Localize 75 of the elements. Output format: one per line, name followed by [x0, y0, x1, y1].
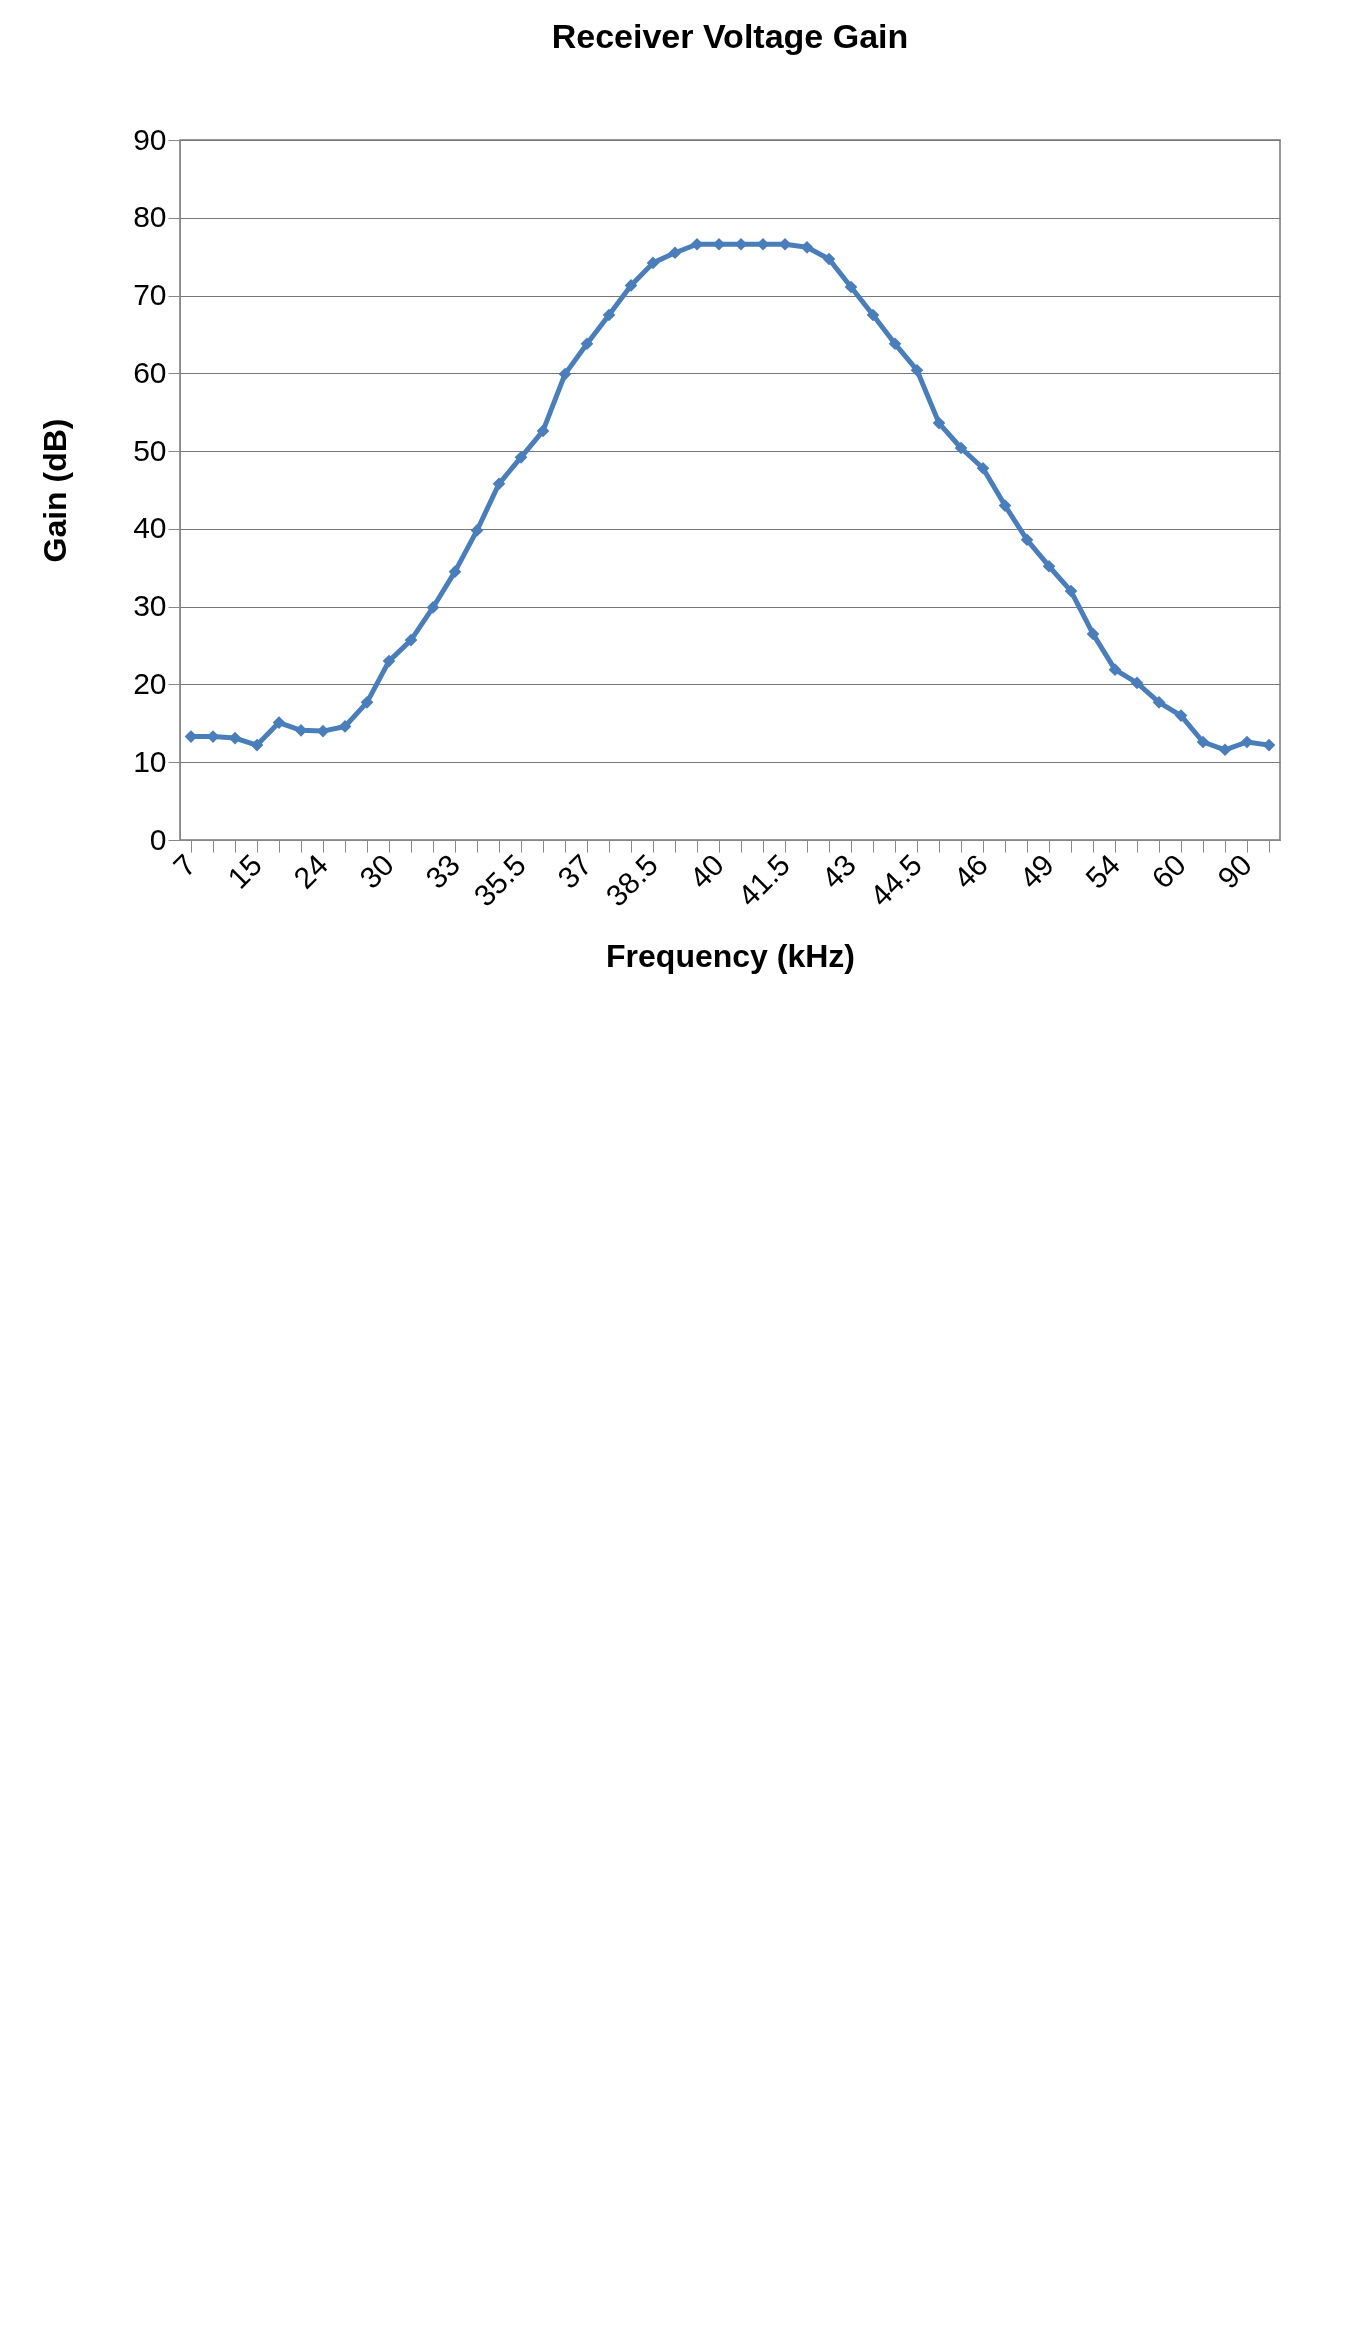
x-tick-label: 46	[947, 847, 995, 895]
point	[1240, 735, 1254, 749]
y-tick-label: 10	[133, 744, 167, 778]
point	[800, 241, 814, 254]
point	[954, 441, 968, 455]
x-tick-label: 44.5	[863, 847, 929, 913]
point	[514, 451, 528, 464]
point	[1174, 709, 1188, 722]
chart-title: Receiver Voltage Gain	[551, 17, 909, 55]
y-tick-label: 40	[133, 511, 167, 545]
y-tick-label: 60	[133, 355, 167, 389]
point	[272, 716, 286, 729]
point	[580, 337, 594, 351]
point	[602, 308, 616, 322]
point	[426, 601, 440, 614]
point	[932, 416, 946, 430]
point	[360, 696, 374, 709]
x-tick-label: 15	[221, 847, 269, 895]
x-tick-label: 60	[1145, 847, 1193, 895]
point	[1086, 627, 1100, 641]
point	[690, 237, 704, 251]
point	[1152, 696, 1166, 709]
x-tick-label: 24	[287, 847, 335, 895]
point	[536, 424, 550, 438]
point	[712, 237, 726, 251]
point	[1262, 738, 1276, 752]
point	[888, 337, 902, 351]
y-tick-label: 70	[133, 278, 167, 312]
point	[558, 367, 572, 381]
y-tick-label: 50	[133, 433, 167, 467]
y-tick-label: 80	[133, 200, 167, 234]
x-tick-label: 54	[1079, 847, 1127, 895]
x-tick-label: 30	[353, 847, 401, 895]
y-tick-label: 0	[149, 822, 167, 856]
point	[976, 461, 990, 475]
y-axis-title: Gain (dB)	[37, 418, 74, 563]
x-tick-label: 33	[419, 847, 467, 895]
point	[1196, 735, 1210, 749]
point	[470, 524, 484, 537]
point	[822, 252, 836, 266]
point	[624, 279, 638, 292]
point	[1130, 676, 1144, 690]
point	[1064, 584, 1078, 598]
x-tick-label: 43	[815, 847, 863, 895]
point	[668, 246, 682, 260]
x-tick-label: 7	[166, 847, 203, 883]
x-tick-label: 90	[1211, 847, 1259, 895]
point	[338, 720, 352, 733]
point	[910, 363, 924, 377]
point	[404, 633, 418, 647]
y-tick-label: 20	[133, 666, 167, 700]
point	[756, 237, 770, 251]
point	[316, 724, 330, 738]
y-tick-label: 30	[133, 589, 167, 623]
point	[734, 237, 748, 251]
point	[1020, 533, 1034, 547]
point	[448, 565, 462, 578]
x-tick-label: 37	[551, 847, 599, 895]
point	[646, 256, 660, 270]
point	[492, 477, 506, 491]
point	[250, 738, 264, 752]
point	[228, 731, 242, 745]
x-tick-label: 49	[1013, 847, 1061, 895]
point	[866, 308, 880, 322]
point	[1218, 743, 1232, 757]
point	[998, 499, 1012, 512]
point	[1042, 559, 1056, 573]
y-tick-label: 90	[133, 122, 167, 156]
point	[778, 237, 792, 251]
point	[844, 280, 858, 294]
point	[382, 654, 396, 668]
x-axis-title: Frequency (kHz)	[606, 938, 855, 975]
x-tick-label: 41.5	[731, 847, 797, 913]
point	[1108, 663, 1122, 676]
x-tick-label: 40	[683, 847, 731, 895]
